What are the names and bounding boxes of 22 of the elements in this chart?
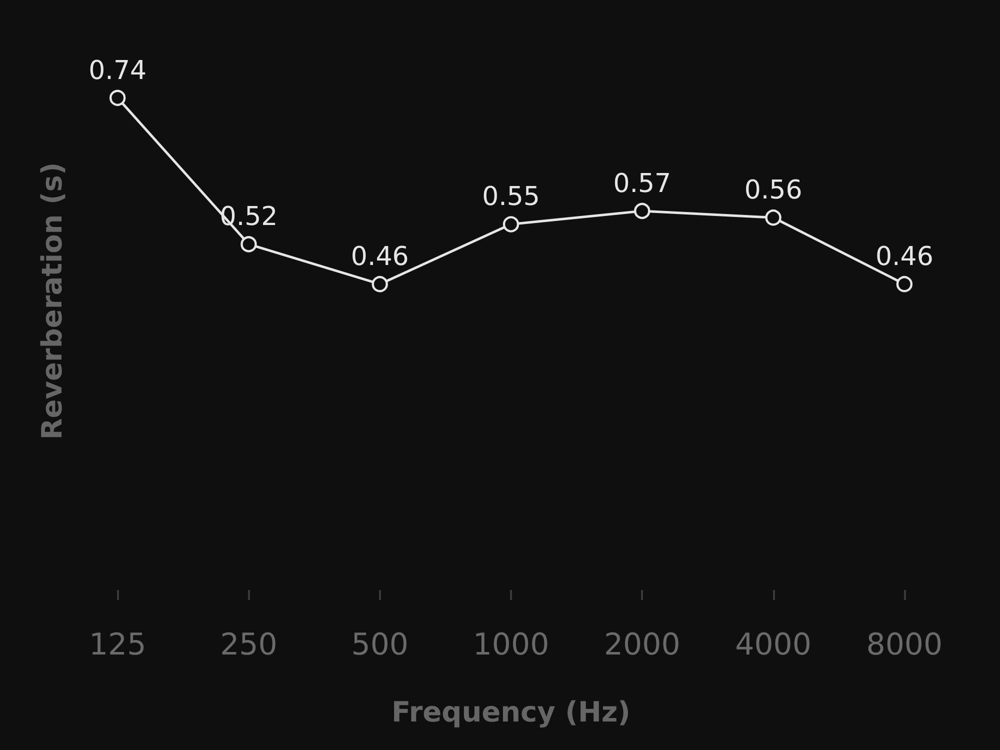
- point: [240, 236, 257, 252]
- x-tick-label: 500: [351, 628, 408, 662]
- x-tick-label: 250: [220, 628, 278, 662]
- x-axis-title: Frequency (Hz): [392, 696, 630, 728]
- y-axis-title: Reverberation (s): [36, 162, 68, 440]
- data-label: 0.74: [88, 56, 147, 86]
- x-tick-label: 1000: [472, 628, 550, 662]
- x-tick-label: 125: [88, 628, 146, 662]
- x-tick-label: 2000: [604, 628, 680, 662]
- x-tick-label: 8000: [866, 628, 943, 662]
- point: [765, 210, 782, 226]
- x-tick-label: 4000: [735, 628, 812, 662]
- point: [502, 216, 520, 232]
- data-label: 0.55: [482, 182, 540, 212]
- point: [634, 202, 650, 220]
- data-label: 0.46: [875, 242, 934, 272]
- data-label: 0.56: [744, 176, 802, 206]
- point: [896, 276, 913, 292]
- data-label: 0.46: [350, 242, 409, 272]
- point: [372, 276, 388, 292]
- data-label: 0.57: [613, 168, 672, 199]
- point: [109, 90, 126, 106]
